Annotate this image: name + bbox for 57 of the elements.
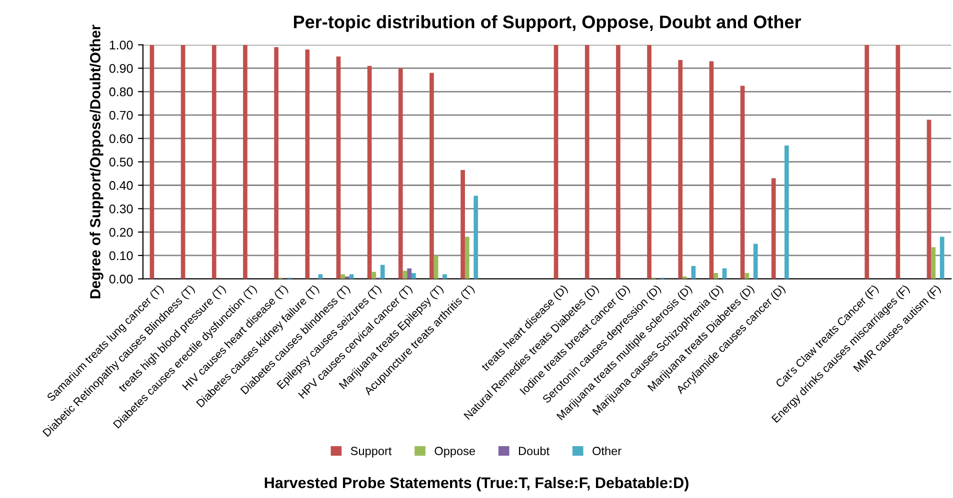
bar <box>678 60 683 279</box>
bar <box>430 72 434 279</box>
bar <box>372 272 376 279</box>
y-tick-label: 0.70 <box>109 110 133 120</box>
bar <box>340 274 345 279</box>
legend-label: Support <box>350 446 392 458</box>
bar <box>554 44 558 279</box>
bar <box>474 196 478 279</box>
bar <box>402 270 408 279</box>
y-tick-label: 0.60 <box>109 134 133 144</box>
bar <box>784 145 789 279</box>
bar <box>380 264 385 279</box>
bar <box>931 247 936 279</box>
bar <box>753 244 758 279</box>
bar <box>367 66 372 279</box>
y-tick-label: 0.30 <box>109 204 133 214</box>
y-tick-label: 0.00 <box>109 274 133 284</box>
bar <box>584 44 590 279</box>
bar <box>434 255 438 279</box>
bar <box>744 273 750 279</box>
legend-label: Doubt <box>518 446 550 456</box>
bar <box>464 236 470 279</box>
y-tick-label: 0.80 <box>109 87 133 96</box>
bar <box>336 56 341 279</box>
bar <box>442 274 447 279</box>
chart-title: Per-topic distribution of Support, Oppose, Doubt and Other <box>294 15 802 32</box>
y-tick-label: 0.50 <box>109 158 133 166</box>
bar <box>150 44 154 279</box>
bar <box>771 178 776 279</box>
y-tick-label: 0.40 <box>109 181 133 190</box>
legend-label: Oppose <box>434 446 476 458</box>
bar <box>243 44 248 279</box>
bar <box>896 44 900 279</box>
bar <box>460 170 465 279</box>
bar <box>940 236 944 279</box>
x-axis-title: Harvested Probe Statements (True:T, False:F, Debatable:D) <box>264 476 688 492</box>
bar <box>926 120 932 279</box>
bar <box>180 44 186 279</box>
bar <box>864 44 870 279</box>
bar <box>740 86 745 279</box>
legend-label: Other <box>592 446 622 456</box>
bar <box>398 68 403 279</box>
y-tick-label: 0.90 <box>109 64 133 73</box>
bar <box>714 273 718 279</box>
bar <box>407 268 412 279</box>
y-axis-title: Degree of Support/Oppose/Doubt/Other <box>90 24 104 298</box>
bar <box>305 50 310 279</box>
bar <box>274 47 278 279</box>
bar <box>647 44 652 279</box>
y-tick-label: 0.10 <box>109 251 133 260</box>
bar <box>212 44 216 279</box>
bar <box>691 266 696 279</box>
y-tick-label: 0.20 <box>109 228 133 237</box>
y-tick-label: 1.00 <box>110 40 133 50</box>
bar <box>412 273 416 279</box>
bar <box>616 44 620 279</box>
bar <box>709 61 714 279</box>
